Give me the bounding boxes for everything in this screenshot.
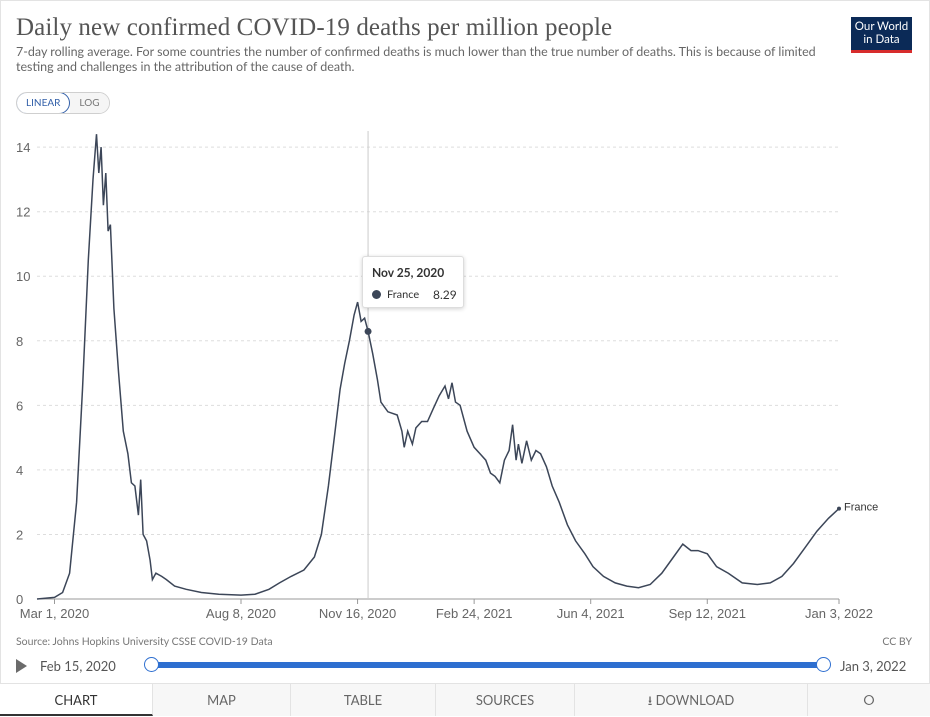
scale-toggle[interactable]: LINEAR LOG xyxy=(16,92,110,114)
chart-title: Daily new confirmed COVID-19 deaths per … xyxy=(16,14,613,41)
x-tick-label: Jan 3, 2022 xyxy=(805,606,873,621)
tab-share[interactable]: ⭘ xyxy=(808,684,930,716)
y-tick-label: 0 xyxy=(16,592,23,607)
timeline-end-date: Jan 3, 2022 xyxy=(840,658,907,674)
x-tick-label: Mar 1, 2020 xyxy=(20,606,89,621)
share-icon: ⭘ xyxy=(863,691,875,708)
logo-line-1: Our World xyxy=(854,20,909,33)
tooltip-value: 8.29 xyxy=(433,287,457,302)
download-label: DOWNLOAD xyxy=(655,692,735,708)
series-label-france: France xyxy=(844,502,878,514)
source-note[interactable]: Source: Johns Hopkins University CSSE CO… xyxy=(16,636,273,648)
tooltip-date: Nov 25, 2020 xyxy=(372,265,445,280)
x-tick-label: Jun 4, 2021 xyxy=(557,606,625,621)
timeline-track[interactable] xyxy=(151,662,823,668)
line-chart[interactable]: 0 2 4 6 8 10 12 14 Mar 1, 2020 Aug 8, 2020 Nov 16… xyxy=(0,0,930,640)
x-tick-label: Sep 12, 2021 xyxy=(669,606,746,621)
logo-line-2: in Data xyxy=(863,33,900,46)
tab-map[interactable]: MAP xyxy=(153,684,291,716)
series-line-france[interactable] xyxy=(36,134,840,600)
timeline-start-date: Feb 15, 2020 xyxy=(40,658,116,674)
y-tick-label: 6 xyxy=(16,398,23,413)
tab-table[interactable]: TABLE xyxy=(291,684,436,716)
play-icon[interactable] xyxy=(16,659,27,673)
y-tick-label: 10 xyxy=(16,269,30,284)
license-link[interactable]: CC BY xyxy=(882,636,912,648)
tooltip: Nov 25, 2020 France 8.29 xyxy=(362,256,464,308)
chart-subtitle: 7-day rolling average. For some countrie… xyxy=(16,44,816,74)
hover-point-marker xyxy=(364,327,372,335)
y-tick-label: 14 xyxy=(16,140,30,155)
tooltip-series-name: France xyxy=(387,288,420,301)
y-tick-label: 2 xyxy=(16,527,23,542)
download-icon: ⭳ xyxy=(647,692,653,708)
tab-chart[interactable]: CHART xyxy=(0,684,153,716)
log-scale-button[interactable]: LOG xyxy=(70,93,109,113)
timeline-end-handle[interactable] xyxy=(816,657,831,672)
owid-logo[interactable]: Our World in Data xyxy=(851,17,912,53)
tooltip-series-swatch xyxy=(372,290,381,299)
tab-download[interactable]: ⭳ DOWNLOAD xyxy=(575,684,808,716)
tab-bar: CHART MAP TABLE SOURCES ⭳ DOWNLOAD ⭘ xyxy=(0,683,930,717)
x-tick-label: Aug 8, 2020 xyxy=(206,606,276,621)
linear-scale-button[interactable]: LINEAR xyxy=(16,93,71,113)
y-tick-label: 12 xyxy=(16,205,30,220)
x-tick-label: Nov 16, 2020 xyxy=(319,606,396,621)
timeline-start-handle[interactable] xyxy=(144,657,159,672)
x-tick-label: Feb 24, 2021 xyxy=(436,606,513,621)
series-end-marker xyxy=(837,506,841,511)
tab-sources[interactable]: SOURCES xyxy=(436,684,575,716)
y-tick-label: 4 xyxy=(16,463,23,478)
y-tick-label: 8 xyxy=(16,334,23,349)
